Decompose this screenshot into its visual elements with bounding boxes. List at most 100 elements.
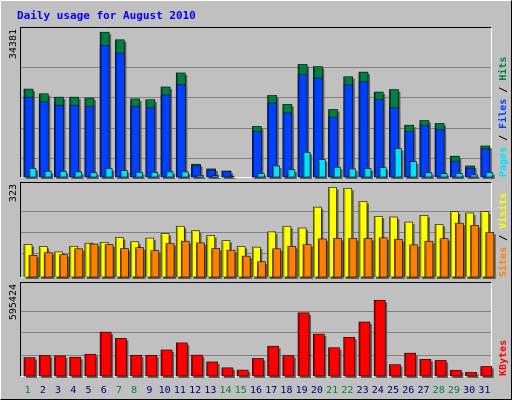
bar-face [328,116,338,178]
bar-face [120,248,129,278]
day-label-30: 30 [463,385,475,396]
bar-face [196,175,204,178]
bar-face [267,345,279,377]
bar-face [272,248,281,278]
hits-files-pages-bar-files-day-25 [389,107,401,179]
bar-face [465,372,477,377]
bar-face [450,161,460,178]
bar-face [348,238,358,278]
kbytes-bar-kbytes-day-23 [358,321,372,378]
hits-files-pages-bar-files-day-7 [115,52,127,179]
legend-files: Files [497,99,509,129]
sites-visits-bar-sites-day-8 [135,247,146,279]
sites-visits-bar-sites-day-31 [485,232,496,279]
kbytes-bar-kbytes-day-25 [389,364,403,378]
sites-visits-bar-sites-day-20 [317,238,329,279]
bar-face [226,249,236,278]
bar-face [38,101,49,178]
bar-face [485,172,494,178]
kbytes-bar-kbytes-day-3 [54,355,68,378]
bar-face [99,331,112,377]
bar-face [165,243,175,278]
day-label-29: 29 [448,385,460,396]
hits-files-pages-bar-files-day-28 [434,129,447,179]
kbytes-bar-kbytes-day-7 [115,338,129,378]
kbytes-bar-kbytes-day-15 [236,369,251,378]
legend-separator: / [498,129,509,147]
legend-sites: Sites [497,247,509,277]
bar-face [282,355,295,377]
hits-files-pages-bar-files-day-6 [99,45,112,179]
bar-shadow [259,175,267,179]
sites-visits-bar-sites-day-30 [470,225,481,279]
bar-face [89,243,99,278]
bar-face [191,354,203,377]
day-label-16: 16 [250,385,262,396]
sites-visits-bar-sites-day-6 [104,244,116,279]
bar-face [206,169,217,178]
hits-files-pages-bar-pages-day-13 [211,175,221,179]
sites-visits-bar-sites-day-7 [120,248,131,279]
kbytes-bar-kbytes-day-30 [465,372,479,378]
hits-files-pages-bar-pages-day-28 [439,173,450,179]
bar-face [348,168,357,178]
bar-face [465,167,475,178]
bar-face [358,321,371,377]
bar-face [485,232,495,278]
bar-face [455,173,463,178]
bar-face [43,171,52,178]
sites-visits-bar-sites-day-29 [455,222,466,279]
hits-files-pages-bar-pages-day-5 [89,172,99,179]
bar-face [28,255,38,278]
bar-shadow [228,178,236,179]
kbytes-bar-kbytes-day-18 [282,355,296,378]
bar-face [84,106,95,178]
sites-visits-bar-sites-day-12 [196,242,207,279]
day-label-19: 19 [296,385,308,396]
bar-face [221,367,234,377]
hits-files-pages-bar-pages-day-29 [455,173,465,179]
day-label-15: 15 [235,385,247,396]
sites-visits-bar-sites-day-23 [363,238,374,279]
bar-face [150,250,160,278]
legend-separator: / [498,81,509,99]
hits-files-pages-bar-pages-day-30 [470,174,480,179]
hits-files-pages-bar-files-day-4 [69,104,81,179]
bar-face [180,171,189,178]
bar-face [267,102,277,178]
bar-face [450,369,462,377]
sites-visits-bar-sites-day-4 [74,248,85,279]
hits-files-pages-bar-files-day-21 [328,116,340,179]
sites-visits-bar-sites-day-21 [333,238,344,279]
sites-visits-legend: Sites / Visits [497,193,509,277]
day-label-23: 23 [357,385,369,396]
hits-files-pages-bar-pages-day-19 [302,152,313,179]
bar-face [363,168,372,178]
bar-face [434,360,447,377]
bar-face [328,347,340,377]
legend-kbytes: KBytes [498,340,509,376]
hits-files-pages-bar-pages-day-12 [196,175,206,179]
bar-face [221,171,232,178]
sites-visits-bar-sites-day-17 [272,248,283,279]
hits-files-pages-bar-pages-day-8 [135,172,145,179]
bar-face [389,364,401,377]
kbytes-bar-kbytes-day-26 [404,352,418,378]
bar-shadow [213,177,221,179]
kbytes-bar-kbytes-day-10 [160,349,175,378]
day-label-8: 8 [131,385,137,396]
bar-face [89,172,98,178]
hits-files-pages-bar-files-day-18 [282,112,294,179]
day-label-3: 3 [55,385,61,396]
kbytes-bar-kbytes-day-29 [450,369,464,378]
hits-files-pages-bar-pages-day-18 [287,169,297,179]
hits-files-pages-bar-files-day-8 [130,106,142,179]
hits-files-pages-bar-pages-day-24 [378,167,389,179]
hits-files-pages-bar-files-day-9 [145,107,157,179]
bar-face [358,81,369,178]
day-label-2: 2 [40,385,46,396]
bar-face [480,366,493,377]
hits-files-pages-bar-files-day-22 [343,84,355,179]
bar-face [211,248,221,278]
sites-visits-bar-sites-day-25 [394,238,405,279]
